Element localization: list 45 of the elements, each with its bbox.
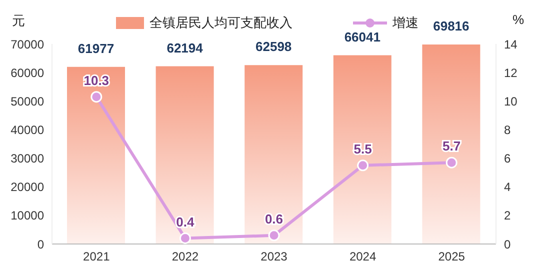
point <box>446 156 458 168</box>
data-label: 62598 <box>256 39 292 54</box>
y2-tick-label: 6 <box>504 152 511 166</box>
y-tick-label: 0 <box>37 237 44 252</box>
data-label: 5.7 <box>442 138 461 154</box>
bar <box>333 55 392 244</box>
y2-tick-label: 10 <box>504 94 518 108</box>
y-tick-label: 10000 <box>10 208 44 223</box>
data-label: 66041 <box>344 29 380 44</box>
x-tick-label: 2024 <box>349 250 376 264</box>
data-label: 0.6 <box>264 211 284 226</box>
bar <box>244 65 303 244</box>
y-axis-title: 元 <box>12 12 25 30</box>
data-label: 10.3 <box>84 72 110 88</box>
y2-tick-label: 2 <box>504 208 511 223</box>
legend-label: 增速 <box>392 15 418 30</box>
y2-tick-label: 14 <box>504 37 518 52</box>
point <box>179 232 191 244</box>
data-label: 61977 <box>78 40 114 56</box>
data-label: 69816 <box>433 18 470 34</box>
y-tick-label: 20000 <box>10 180 44 194</box>
bar <box>67 66 125 244</box>
x-tick-label: 2021 <box>83 250 110 264</box>
y2-tick-label: 12 <box>504 66 518 80</box>
bar <box>156 66 214 244</box>
y2-axis-title: % <box>512 12 524 27</box>
data-label: 62194 <box>166 40 204 56</box>
x-tick-label: 2023 <box>260 250 288 264</box>
y-tick-label: 60000 <box>10 66 44 80</box>
x-tick-label: 2025 <box>438 250 466 264</box>
y2-tick-label: 8 <box>504 122 511 137</box>
y2-tick-label: 0 <box>504 237 511 252</box>
bar <box>422 44 480 244</box>
y-tick-label: 50000 <box>10 94 44 108</box>
y-tick-label: 30000 <box>10 152 44 166</box>
y-tick-label: 40000 <box>10 122 44 137</box>
data-label: 5.5 <box>354 141 372 156</box>
point <box>90 91 102 103</box>
y-tick-label: 70000 <box>10 37 44 52</box>
y2-tick-label: 4 <box>504 180 511 194</box>
x-tick-label: 2022 <box>172 250 199 264</box>
data-label: 0.4 <box>176 214 196 230</box>
legend-label: 全镇居民人均可支配收入 <box>148 14 292 32</box>
point <box>357 160 369 172</box>
point <box>268 230 280 242</box>
